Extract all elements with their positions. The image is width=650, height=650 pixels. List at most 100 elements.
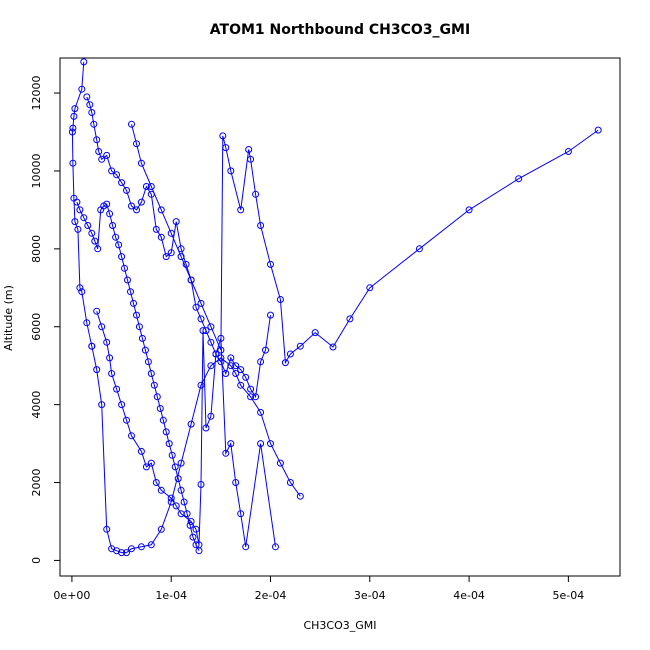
x-tick-label: 4e-04 (453, 589, 485, 602)
data-point (113, 171, 121, 179)
data-point (83, 319, 91, 327)
data-point (138, 334, 146, 342)
data-point (232, 370, 240, 377)
data-point (276, 459, 284, 467)
y-tick-label: 4000 (30, 391, 43, 419)
data-point (232, 362, 240, 370)
data-point (106, 354, 114, 362)
data-point (98, 155, 106, 163)
series-line-3 (76, 201, 200, 551)
plot-frame (59, 57, 621, 577)
data-point (197, 381, 205, 389)
data-point (187, 276, 195, 284)
y-tick-label: 8000 (30, 235, 43, 263)
data-point (227, 354, 235, 362)
data-point (76, 284, 84, 292)
data-point (73, 198, 81, 206)
data-point (257, 358, 265, 366)
data-point (192, 303, 200, 311)
data-point (237, 366, 245, 374)
data-point (103, 525, 111, 533)
data-point (118, 253, 126, 261)
data-point (98, 323, 106, 331)
data-point (227, 440, 235, 448)
data-point (286, 350, 294, 358)
y-tick-label: 6000 (30, 313, 43, 341)
data-point (222, 144, 230, 152)
data-point (137, 447, 145, 455)
data-point (167, 494, 175, 502)
data-point (159, 416, 167, 424)
data-point (267, 440, 274, 448)
data-point (174, 475, 182, 483)
data-point (147, 459, 155, 467)
data-point (150, 381, 158, 389)
data-point (242, 373, 250, 381)
data-point (121, 264, 128, 272)
data-point (108, 370, 116, 377)
data-point (195, 541, 203, 549)
data-point (157, 233, 165, 241)
data-point (93, 307, 101, 315)
data-point (74, 225, 82, 233)
data-point (69, 124, 77, 132)
series-line-4 (131, 124, 599, 365)
data-point (366, 284, 374, 292)
data-point (217, 334, 225, 342)
data-point (207, 362, 215, 370)
data-point (147, 183, 155, 190)
data-point (133, 311, 140, 319)
data-point (144, 358, 152, 366)
y-tick-label: 0 (30, 557, 43, 564)
data-point (88, 109, 96, 116)
chart-title: ATOM1 Northbound CH3CO3_GMI (210, 22, 470, 38)
data-point (123, 549, 130, 557)
data-point (157, 525, 165, 533)
data-point (207, 323, 215, 331)
data-point (207, 412, 215, 420)
data-point (118, 549, 126, 557)
data-point (219, 132, 227, 140)
data-point (112, 233, 120, 241)
data-point (133, 206, 140, 214)
data-point (142, 463, 150, 471)
data-point (128, 432, 135, 440)
data-point (180, 498, 188, 506)
data-point (90, 120, 98, 128)
data-point (118, 401, 126, 409)
data-point (115, 241, 123, 249)
data-point (247, 385, 255, 393)
data-point (594, 126, 602, 134)
data-point (93, 136, 101, 144)
data-point (564, 148, 572, 155)
data-point (69, 159, 77, 167)
data-point (276, 296, 284, 303)
data-point (197, 315, 205, 323)
data-point (189, 533, 197, 541)
data-point (192, 525, 200, 533)
data-point (177, 486, 185, 494)
data-point (165, 440, 173, 448)
y-tick-label: 2000 (30, 469, 43, 497)
data-point (267, 311, 274, 319)
data-point (222, 449, 230, 457)
data-point (103, 338, 111, 346)
data-point (286, 479, 294, 486)
data-point (123, 186, 130, 194)
data-point (207, 338, 215, 346)
data-point (167, 249, 175, 257)
data-point (152, 225, 160, 233)
data-point (68, 128, 76, 136)
data-point (124, 276, 131, 284)
data-point (83, 93, 91, 101)
data-point (147, 370, 155, 377)
data-point (171, 463, 179, 471)
data-point (247, 393, 255, 401)
data-point (212, 350, 220, 358)
x-tick-label: 5e-04 (553, 589, 585, 602)
data-point (167, 229, 175, 237)
x-axis-label: CH3CO3_GMI (303, 619, 376, 632)
y-axis: 0 2000 4000 6000 8000 10000 12000 (30, 76, 60, 564)
data-point (199, 327, 207, 335)
data-point (177, 459, 185, 467)
